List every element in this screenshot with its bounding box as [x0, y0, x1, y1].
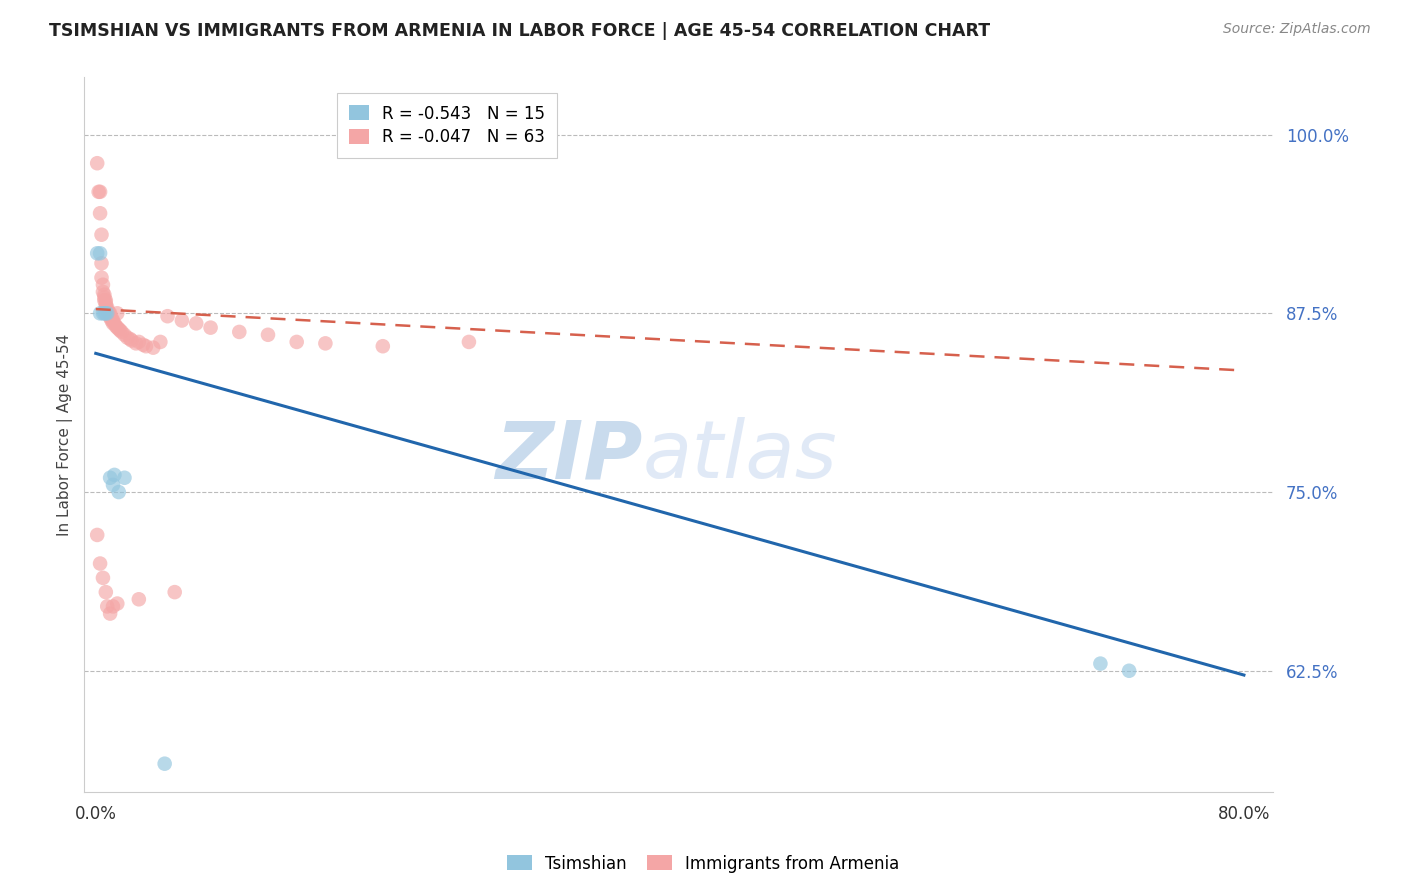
Text: ZIP: ZIP: [495, 417, 643, 495]
Point: [96, 301, 118, 315]
Point: [91, 285, 114, 299]
Point: [94, 299, 117, 313]
Point: [94, 293, 117, 308]
Point: [96, 306, 118, 320]
Point: [153, 756, 176, 771]
Point: [105, 320, 128, 334]
Point: [142, 341, 165, 355]
Point: [105, 306, 128, 320]
Point: [108, 324, 131, 338]
Point: [103, 316, 125, 330]
Point: [458, 334, 481, 349]
Point: [257, 327, 280, 342]
Point: [98, 310, 121, 325]
Point: [104, 319, 127, 334]
Point: [128, 592, 150, 607]
Point: [96, 599, 118, 614]
Point: [114, 327, 136, 342]
Y-axis label: In Labor Force | Age 45-54: In Labor Force | Age 45-54: [58, 334, 73, 536]
Point: [86, 156, 108, 170]
Point: [125, 336, 148, 351]
Text: Source: ZipAtlas.com: Source: ZipAtlas.com: [1223, 22, 1371, 37]
Point: [100, 313, 122, 327]
Point: [94, 306, 117, 320]
Point: [121, 334, 143, 348]
Point: [107, 485, 129, 500]
Point: [101, 599, 124, 614]
Point: [98, 308, 121, 322]
Point: [128, 334, 150, 349]
Point: [105, 597, 128, 611]
Point: [228, 325, 250, 339]
Point: [90, 227, 112, 242]
Point: [163, 585, 186, 599]
Point: [96, 303, 118, 318]
Point: [1090, 657, 1112, 671]
Point: [371, 339, 394, 353]
Point: [100, 310, 122, 325]
Point: [97, 305, 120, 319]
Point: [101, 313, 124, 327]
Point: [89, 246, 111, 260]
Point: [91, 571, 114, 585]
Point: [93, 291, 115, 305]
Point: [89, 306, 111, 320]
Point: [91, 306, 114, 320]
Point: [86, 528, 108, 542]
Point: [135, 339, 157, 353]
Point: [98, 471, 121, 485]
Point: [93, 293, 115, 308]
Point: [107, 322, 129, 336]
Point: [149, 334, 172, 349]
Point: [285, 334, 308, 349]
Point: [101, 316, 124, 330]
Point: [314, 336, 336, 351]
Legend: Tsimshian, Immigrants from Armenia: Tsimshian, Immigrants from Armenia: [501, 848, 905, 880]
Point: [86, 246, 108, 260]
Point: [90, 270, 112, 285]
Point: [89, 185, 111, 199]
Point: [89, 206, 111, 220]
Point: [156, 309, 179, 323]
Point: [91, 277, 114, 292]
Point: [94, 585, 117, 599]
Point: [94, 296, 117, 310]
Point: [170, 313, 193, 327]
Legend: R = -0.543   N = 15, R = -0.047   N = 63: R = -0.543 N = 15, R = -0.047 N = 63: [337, 93, 557, 158]
Point: [93, 306, 115, 320]
Point: [98, 607, 121, 621]
Point: [186, 316, 208, 330]
Text: TSIMSHIAN VS IMMIGRANTS FROM ARMENIA IN LABOR FORCE | AGE 45-54 CORRELATION CHAR: TSIMSHIAN VS IMMIGRANTS FROM ARMENIA IN …: [49, 22, 990, 40]
Point: [101, 478, 124, 492]
Point: [200, 320, 222, 334]
Point: [120, 332, 142, 346]
Point: [89, 557, 111, 571]
Point: [103, 467, 125, 482]
Point: [1118, 664, 1140, 678]
Point: [132, 338, 155, 352]
Point: [87, 185, 110, 199]
Point: [98, 306, 121, 320]
Point: [110, 325, 132, 339]
Text: atlas: atlas: [643, 417, 838, 495]
Point: [93, 287, 115, 301]
Point: [90, 256, 112, 270]
Point: [114, 471, 136, 485]
Point: [117, 331, 139, 345]
Point: [97, 306, 120, 320]
